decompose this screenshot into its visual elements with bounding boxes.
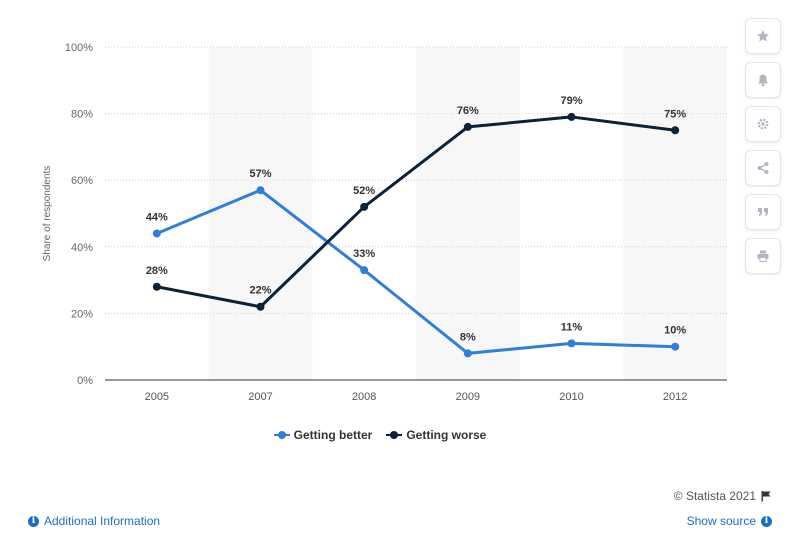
print-button[interactable] (745, 238, 781, 274)
print-icon (757, 250, 769, 262)
info-icon: i (761, 515, 772, 527)
data-label-getting-worse: 76% (457, 105, 479, 117)
data-label-getting-worse: 28% (146, 265, 168, 277)
chart-toolbar (745, 18, 781, 274)
info-icon: i (28, 515, 39, 527)
series-line-getting-worse (156, 115, 676, 309)
chart-legend: Getting better Getting worse (0, 428, 760, 442)
plot-band (416, 47, 520, 380)
data-point-getting-worse (152, 282, 161, 291)
share-button[interactable] (745, 150, 781, 186)
data-label-getting-better: 11% (561, 321, 583, 333)
x-tick-label: 2012 (663, 391, 687, 403)
data-label-getting-worse: 79% (560, 95, 582, 107)
series-line-getting-better (156, 188, 676, 355)
legend-swatch-getting-worse (386, 430, 403, 440)
data-label-getting-worse: 52% (353, 185, 375, 197)
y-axis-title: Share of respondents (42, 166, 53, 262)
data-point-getting-better (463, 349, 472, 358)
data-point-getting-worse (256, 302, 265, 311)
additional-information-label: Additional Information (44, 514, 161, 528)
data-label-getting-worse: 22% (249, 285, 271, 297)
data-point-getting-worse (463, 122, 472, 131)
data-label-getting-better: 8% (460, 331, 476, 343)
y-tick-label: 100% (65, 42, 93, 54)
star-icon (757, 30, 769, 42)
x-tick-label: 2008 (352, 391, 376, 403)
data-point-getting-worse (671, 126, 680, 135)
settings-button[interactable] (745, 106, 781, 142)
legend-label: Getting better (293, 428, 373, 442)
legend-label: Getting worse (406, 428, 487, 442)
cite-button[interactable] (745, 194, 781, 230)
data-point-getting-better (256, 186, 265, 195)
y-tick-label: 40% (71, 242, 93, 254)
x-tick-label: 2010 (559, 391, 583, 403)
data-point-getting-worse (360, 202, 369, 211)
show-source-link[interactable]: Show source i (687, 514, 772, 528)
credit-text: © Statista 2021 (673, 489, 756, 503)
x-tick-label: 2007 (248, 391, 272, 403)
data-point-getting-better (360, 266, 369, 275)
share-icon (757, 162, 769, 174)
data-point-getting-better (152, 229, 161, 238)
favorite-button[interactable] (745, 18, 781, 54)
flag-icon (761, 491, 771, 502)
legend-item-getting-worse[interactable]: Getting worse (386, 428, 486, 442)
legend-item-getting-better[interactable]: Getting better (273, 428, 373, 442)
data-label-getting-worse: 75% (664, 108, 686, 120)
gear-icon (757, 118, 769, 130)
data-label-getting-better: 57% (249, 168, 271, 180)
data-label-getting-better: 33% (353, 248, 375, 260)
legend-swatch-getting-better (273, 430, 290, 440)
notification-button[interactable] (745, 62, 781, 98)
additional-information-link[interactable]: i Additional Information (28, 514, 160, 528)
quote-icon (758, 208, 768, 216)
x-tick-label: 2005 (145, 391, 169, 403)
y-tick-label: 60% (71, 175, 93, 187)
plot-band (623, 47, 727, 380)
data-label-getting-better: 10% (664, 325, 686, 337)
show-source-label: Show source (686, 514, 756, 528)
y-tick-label: 0% (77, 375, 93, 387)
x-tick-label: 2009 (456, 391, 480, 403)
data-point-getting-better (671, 342, 680, 351)
statista-credit[interactable]: © Statista 2021 (674, 489, 772, 503)
y-tick-label: 80% (71, 109, 93, 121)
bell-icon (758, 74, 768, 87)
data-point-getting-worse (567, 112, 576, 121)
plot-band (208, 47, 313, 380)
data-point-getting-better (567, 339, 576, 348)
y-tick-label: 20% (71, 308, 93, 320)
data-label-getting-better: 44% (146, 211, 168, 223)
